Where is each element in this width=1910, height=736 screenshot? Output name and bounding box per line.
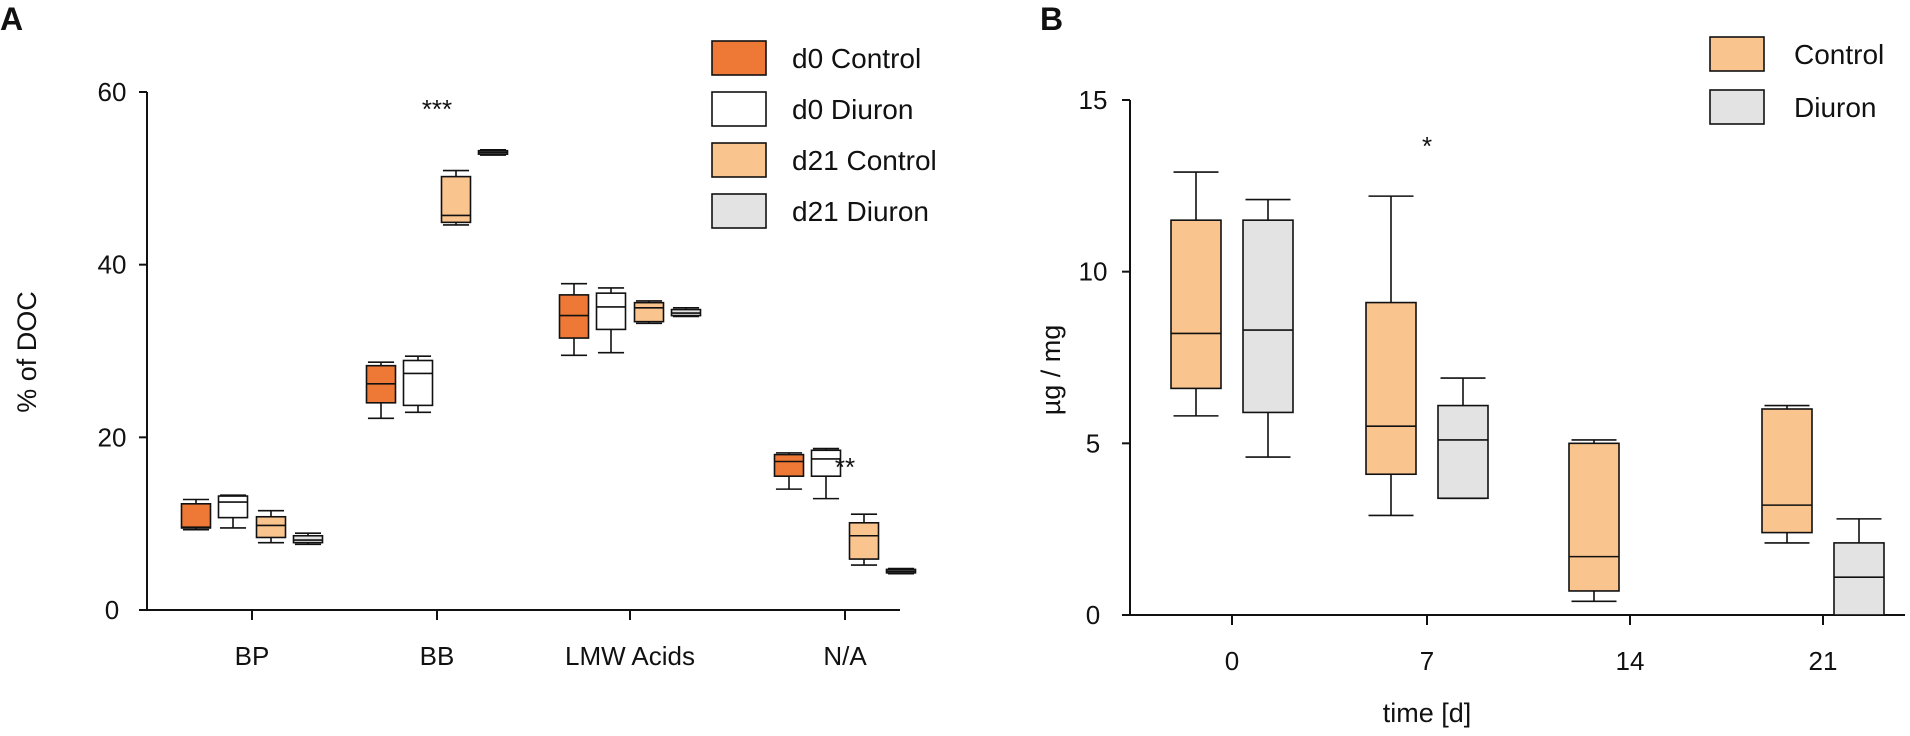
panel-b-control-21-iqr-rect: [1761, 408, 1813, 534]
panel-a-legend-label-d21-diuron: d21 Diuron: [792, 196, 929, 227]
panel-b-legend-label-diuron: Diuron: [1794, 92, 1876, 123]
panel-a-x-tick-label-bp: BP: [235, 641, 270, 671]
panel-a-d21-control-bp-box: [255, 509, 287, 544]
panel-b-x-tick-label-7: 7: [1420, 646, 1434, 676]
panel-b-diuron-21-iqr-rect: [1833, 542, 1885, 616]
panel-a-x-tick-label-lmw-acids: LMW Acids: [565, 641, 695, 671]
panel-b-diuron-7-box: [1437, 377, 1489, 500]
panel-b-significance-7: *: [1422, 131, 1432, 161]
panel-a-d0-diuron-bb-iqr-rect: [402, 359, 434, 407]
panel-a-legend-swatch-d21-control: [711, 142, 767, 178]
panel-b-diuron-7-iqr-rect: [1437, 404, 1489, 500]
panel-a-legend-swatch-d0-diuron: [711, 91, 767, 127]
panel-b-x-tick-label-21: 21: [1809, 646, 1838, 676]
panel-b-x-axis-title: time [d]: [1383, 698, 1472, 728]
panel-b-control-14-iqr-rect: [1568, 442, 1620, 592]
panel-a-d21-control-bb-box: [440, 169, 472, 226]
panel-a-y-tick-label: 60: [98, 77, 127, 107]
panel-b-control-7-box: [1365, 195, 1417, 517]
panel-a-d21-diuron-bb-box: [477, 149, 509, 156]
panel-a-d21-control-n-a-box: [848, 513, 880, 566]
panel-b: B µg / mg time [d] 0 5 10 15 0 7 14 21 * Control D…: [1036, 1, 1905, 728]
panel-a-significance-n-a: **: [835, 452, 855, 482]
panel-a-d0-control-n-a-box: [773, 452, 805, 490]
panel-b-legend: Control Diuron: [1709, 36, 1884, 125]
panel-a-d21-diuron-bp-box: [292, 532, 324, 546]
panel-b-y-tick-label: 10: [1079, 257, 1108, 287]
panel-a-d0-diuron-n-a-iqr-rect: [810, 449, 842, 477]
panel-a-x-tick-label-bb: BB: [420, 641, 455, 671]
panel-a-legend: d0 Control d0 Diuron d21 Control d21 Diuron: [711, 40, 937, 229]
panel-a-d0-diuron-lmw-acids-box: [595, 287, 627, 354]
panel-a-legend-label-d0-diuron: d0 Diuron: [792, 94, 913, 125]
panel-b-x-tick-label-0: 0: [1225, 646, 1239, 676]
panel-b-control-7-iqr-rect: [1365, 301, 1417, 476]
panel-a-d21-control-lmw-acids-box: [633, 300, 665, 325]
panel-b-control-21-box: [1761, 404, 1813, 544]
panel-b-letter: B: [1040, 1, 1063, 37]
panel-b-legend-label-control: Control: [1794, 39, 1884, 70]
panel-b-y-tick-label: 15: [1079, 85, 1108, 115]
panel-a-letter: A: [0, 1, 23, 37]
panel-a-d21-diuron-n-a-box: [885, 567, 917, 575]
panel-a-y-tick-label: 0: [105, 595, 119, 625]
panel-a-d0-control-bp-iqr-rect: [180, 503, 212, 529]
panel-a-d0-control-lmw-acids-iqr-rect: [558, 294, 590, 339]
panel-b-y-tick-label: 5: [1086, 428, 1100, 458]
panel-a-d0-diuron-bp-box: [217, 494, 249, 529]
panel-a-legend-swatch-d0-control: [711, 40, 767, 76]
panel-a-d21-diuron-lmw-acids-box: [670, 307, 702, 318]
panel-a-d0-control-lmw-acids-box: [558, 282, 590, 357]
panel-a-legend-label-d21-control: d21 Control: [792, 145, 937, 176]
panel-a-y-tick-label: 20: [98, 422, 127, 452]
panel-b-control-0-iqr-rect: [1170, 219, 1222, 390]
panel-a-d0-diuron-lmw-acids-iqr-rect: [595, 292, 627, 331]
panel-b-diuron-21-box: [1833, 518, 1885, 616]
panel-a-d0-diuron-bp-iqr-rect: [217, 495, 249, 519]
panel-a-d0-diuron-bb-box: [402, 355, 434, 414]
panel-a-d0-control-bp-box: [180, 498, 212, 531]
panel-a-legend-swatch-d21-diuron: [711, 193, 767, 229]
panel-a-legend-label-d0-control: d0 Control: [792, 43, 921, 74]
panel-b-control-0-box: [1170, 171, 1222, 417]
panel-b-x-tick-label-14: 14: [1616, 646, 1645, 676]
panel-b-diuron-0-iqr-rect: [1242, 219, 1294, 414]
panel-b-y-tick-label: 0: [1086, 600, 1100, 630]
panel-a-y-tick-label: 40: [98, 250, 127, 280]
panel-a-d0-diuron-n-a-box: [810, 447, 842, 500]
panel-a-d21-control-lmw-acids-iqr-rect: [633, 301, 665, 323]
panel-a-d0-control-bb-box: [365, 361, 397, 420]
panel-b-control-14-box: [1568, 439, 1620, 603]
panel-b-legend-swatch-diuron: [1709, 89, 1765, 125]
panel-a-x-tick-label-n-a: N/A: [823, 641, 867, 671]
panel-b-legend-swatch-control: [1709, 36, 1765, 72]
panel-b-y-axis-title: µg / mg: [1036, 325, 1066, 416]
panel-b-diuron-0-box: [1242, 198, 1294, 458]
panel-a-significance-bb: ***: [422, 94, 452, 124]
panel-a-d0-control-n-a-iqr-rect: [773, 453, 805, 477]
panel-a-d21-control-bp-iqr-rect: [255, 515, 287, 539]
panel-a-d21-control-n-a-iqr-rect: [848, 522, 880, 560]
panel-a-y-axis-title: % of DOC: [12, 291, 42, 413]
panel-a-d21-diuron-bp-iqr-rect: [292, 534, 324, 544]
